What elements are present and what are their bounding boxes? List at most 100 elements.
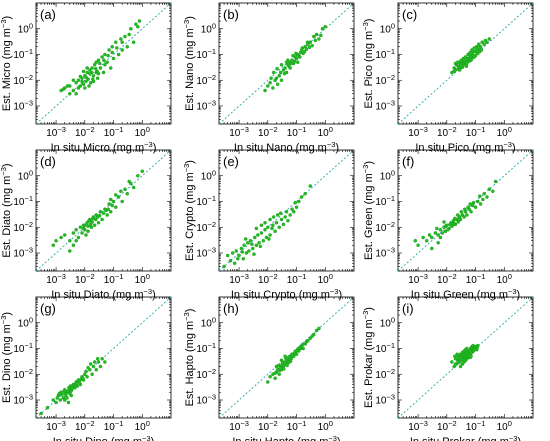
y-axis-label: Est. Nano (mg m−3​): [182, 16, 196, 111]
data-point: [291, 354, 295, 359]
data-point: [105, 60, 109, 65]
data-point: [81, 226, 86, 231]
data-point: [74, 381, 79, 385]
data-point: [129, 27, 133, 31]
data-point: [448, 222, 452, 227]
data-point: [456, 220, 460, 224]
data-point: [468, 50, 472, 55]
panel-label: (a): [40, 7, 56, 22]
data-point: [107, 48, 111, 52]
data-point: [266, 225, 270, 230]
x-tick-label: 10−3​: [408, 125, 428, 139]
data-point: [114, 205, 118, 209]
data-point: [288, 213, 292, 217]
data-point: [474, 48, 479, 53]
data-point: [127, 179, 131, 184]
data-point: [271, 70, 276, 75]
y-tick-label: 10−3​: [13, 246, 33, 260]
y-tick-label: 10−3​: [375, 393, 395, 407]
x-axis-label: In situ Pico (mg m−3​): [415, 140, 515, 154]
data-point: [62, 233, 67, 237]
data-point: [131, 185, 136, 190]
data-point: [88, 362, 93, 366]
data-point: [282, 367, 286, 371]
x-tick-label: 10−3​: [408, 272, 428, 286]
data-point: [254, 226, 259, 231]
data-point: [292, 59, 297, 63]
x-tick-label: 10−1​: [287, 419, 307, 433]
data-point: [275, 82, 280, 86]
data-point: [94, 367, 98, 372]
data-point: [137, 19, 142, 23]
data-point: [88, 71, 92, 76]
data-point: [109, 197, 113, 202]
x-axis-label: In situ Micro (mg m−3​): [51, 140, 157, 154]
y-tick-label: 100​: [18, 315, 33, 329]
data-point: [477, 46, 481, 50]
data-point: [453, 216, 457, 221]
data-point: [300, 46, 305, 50]
y-tick-label: 100​: [18, 168, 33, 182]
plot-frame: [35, 296, 172, 419]
data-point: [45, 406, 50, 410]
data-point: [297, 199, 301, 204]
data-point: [485, 40, 489, 44]
data-point: [87, 84, 91, 88]
data-point: [436, 233, 440, 237]
data-point: [80, 231, 84, 235]
data-point: [92, 62, 97, 67]
data-point: [452, 69, 456, 74]
y-axis-label: Est. Hapto (mg m−3​): [182, 309, 196, 407]
data-point: [455, 213, 460, 217]
data-point: [279, 62, 284, 67]
panel-g: 10−3​ 10−3​ 10−2​ 10−2​ 10−1​ 10−1​ 100​ 100​ (g…: [0, 296, 172, 441]
data-point: [287, 355, 292, 360]
data-point: [475, 345, 480, 350]
data-point: [116, 195, 121, 199]
x-tick-label: 10−3​: [46, 125, 66, 139]
data-point: [292, 209, 296, 214]
x-axis-label: In situ Crypto (mg m−3​): [231, 287, 342, 301]
data-point: [465, 346, 469, 351]
data-point: [268, 233, 272, 237]
data-point: [89, 225, 94, 230]
data-point: [109, 66, 113, 70]
data-point: [74, 238, 78, 243]
data-point: [258, 244, 263, 249]
x-tick-label: 10−1​: [287, 272, 307, 286]
data-point: [450, 360, 454, 364]
panel-h: 10−3​ 10−3​ 10−2​ 10−2​ 10−1​ 10−1​ 100​ 100​ (h…: [182, 296, 355, 441]
data-point: [125, 191, 129, 196]
data-point: [84, 79, 88, 84]
data-point: [81, 69, 86, 74]
x-tick-label: 10−3​: [408, 419, 428, 433]
y-tick-label: 10−3​: [375, 99, 395, 113]
data-point: [430, 235, 434, 240]
data-point: [278, 365, 282, 370]
data-point: [421, 235, 425, 240]
data-point: [283, 354, 287, 359]
data-point: [78, 74, 83, 79]
x-tick-label: 10−2​: [437, 419, 457, 433]
data-point: [88, 222, 93, 227]
data-point: [301, 346, 305, 351]
data-point: [453, 362, 458, 366]
x-tick-label: 100​: [497, 419, 512, 433]
data-point: [58, 398, 63, 402]
data-point: [120, 199, 124, 204]
data-point: [435, 226, 439, 231]
data-point: [69, 393, 74, 398]
data-point: [71, 243, 76, 247]
x-tick-label: 10−3​: [229, 272, 249, 286]
data-point: [70, 386, 74, 391]
panel-a: 10−3​ 10−3​ 10−2​ 10−2​ 10−1​ 10−1​ 100​ 100​ (a…: [0, 2, 172, 154]
data-point: [268, 217, 272, 222]
data-point: [136, 24, 140, 29]
data-point: [468, 202, 472, 206]
data-point: [304, 47, 309, 51]
x-axis-label: In situ Nano (mg m−3​): [234, 140, 339, 154]
data-point: [436, 241, 440, 245]
data-point: [274, 220, 279, 225]
panel-label: (f): [402, 154, 414, 169]
x-tick-label: 10−2​: [258, 419, 278, 433]
